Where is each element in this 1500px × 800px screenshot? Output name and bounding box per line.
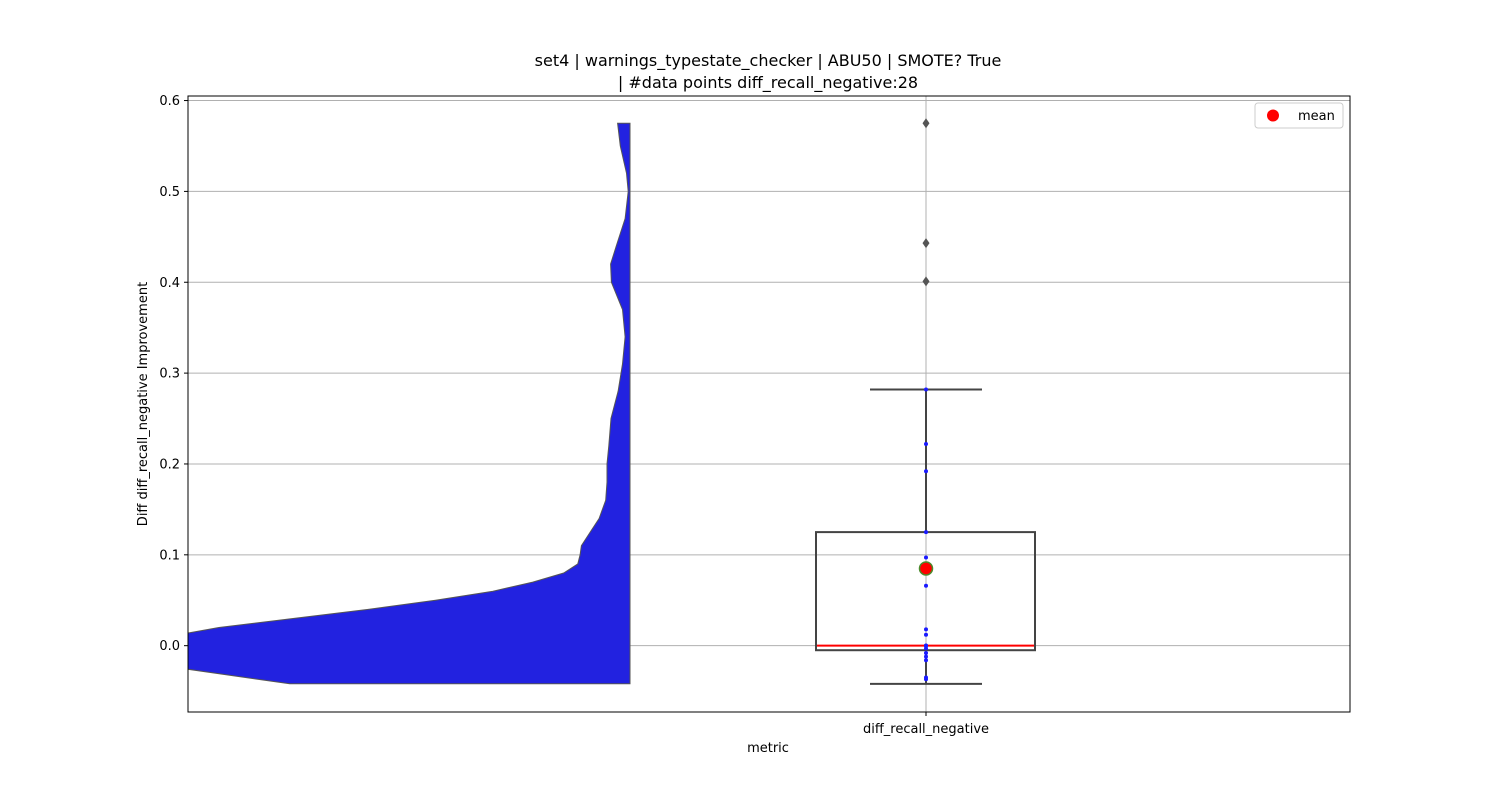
y-tick-label: 0.3 — [159, 367, 180, 382]
data-point — [924, 583, 928, 588]
chart-title-line1: set4 | warnings_typestate_checker | ABU5… — [535, 51, 1002, 71]
outlier-point — [922, 118, 930, 129]
y-axis-label: Diff diff_recall_negative Improvement — [136, 282, 151, 526]
y-tick-label: 0.1 — [159, 548, 180, 563]
data-point — [924, 627, 928, 632]
x-tick-label: diff_recall_negative — [863, 722, 989, 737]
data-point — [924, 387, 928, 392]
legend-mean-label: mean — [1298, 109, 1335, 124]
plot-area — [187, 95, 1351, 713]
mean-marker — [918, 561, 934, 576]
data-point — [924, 469, 928, 474]
legend-mean-marker — [1267, 109, 1279, 122]
y-tick-label: 0.5 — [159, 185, 180, 200]
y-tick-label: 0.2 — [159, 457, 180, 472]
violin-body — [187, 122, 631, 685]
x-axis-ticks: diff_recall_negative — [863, 712, 989, 737]
data-point — [924, 654, 928, 659]
y-axis-ticks: 0.0 0.1 0.2 0.3 0.4 0.5 0.6 — [159, 94, 188, 654]
data-point — [924, 441, 928, 446]
data-point — [924, 658, 928, 663]
outlier-point — [922, 276, 930, 287]
data-point — [924, 650, 928, 655]
chart-title-line2: | #data points diff_recall_negative:28 — [618, 73, 918, 93]
data-point — [924, 632, 928, 637]
y-tick-label: 0.4 — [159, 276, 180, 291]
y-tick-label: 0.6 — [159, 94, 180, 109]
legend: mean — [1254, 102, 1344, 129]
data-point — [924, 675, 928, 680]
data-point — [924, 530, 928, 535]
x-axis-label: metric — [747, 741, 789, 756]
data-point — [924, 555, 928, 560]
legend-box — [1254, 102, 1344, 129]
axes-frame — [187, 95, 1351, 713]
y-tick-label: 0.0 — [159, 639, 180, 654]
outlier-point — [922, 238, 930, 249]
data-point — [924, 643, 928, 648]
